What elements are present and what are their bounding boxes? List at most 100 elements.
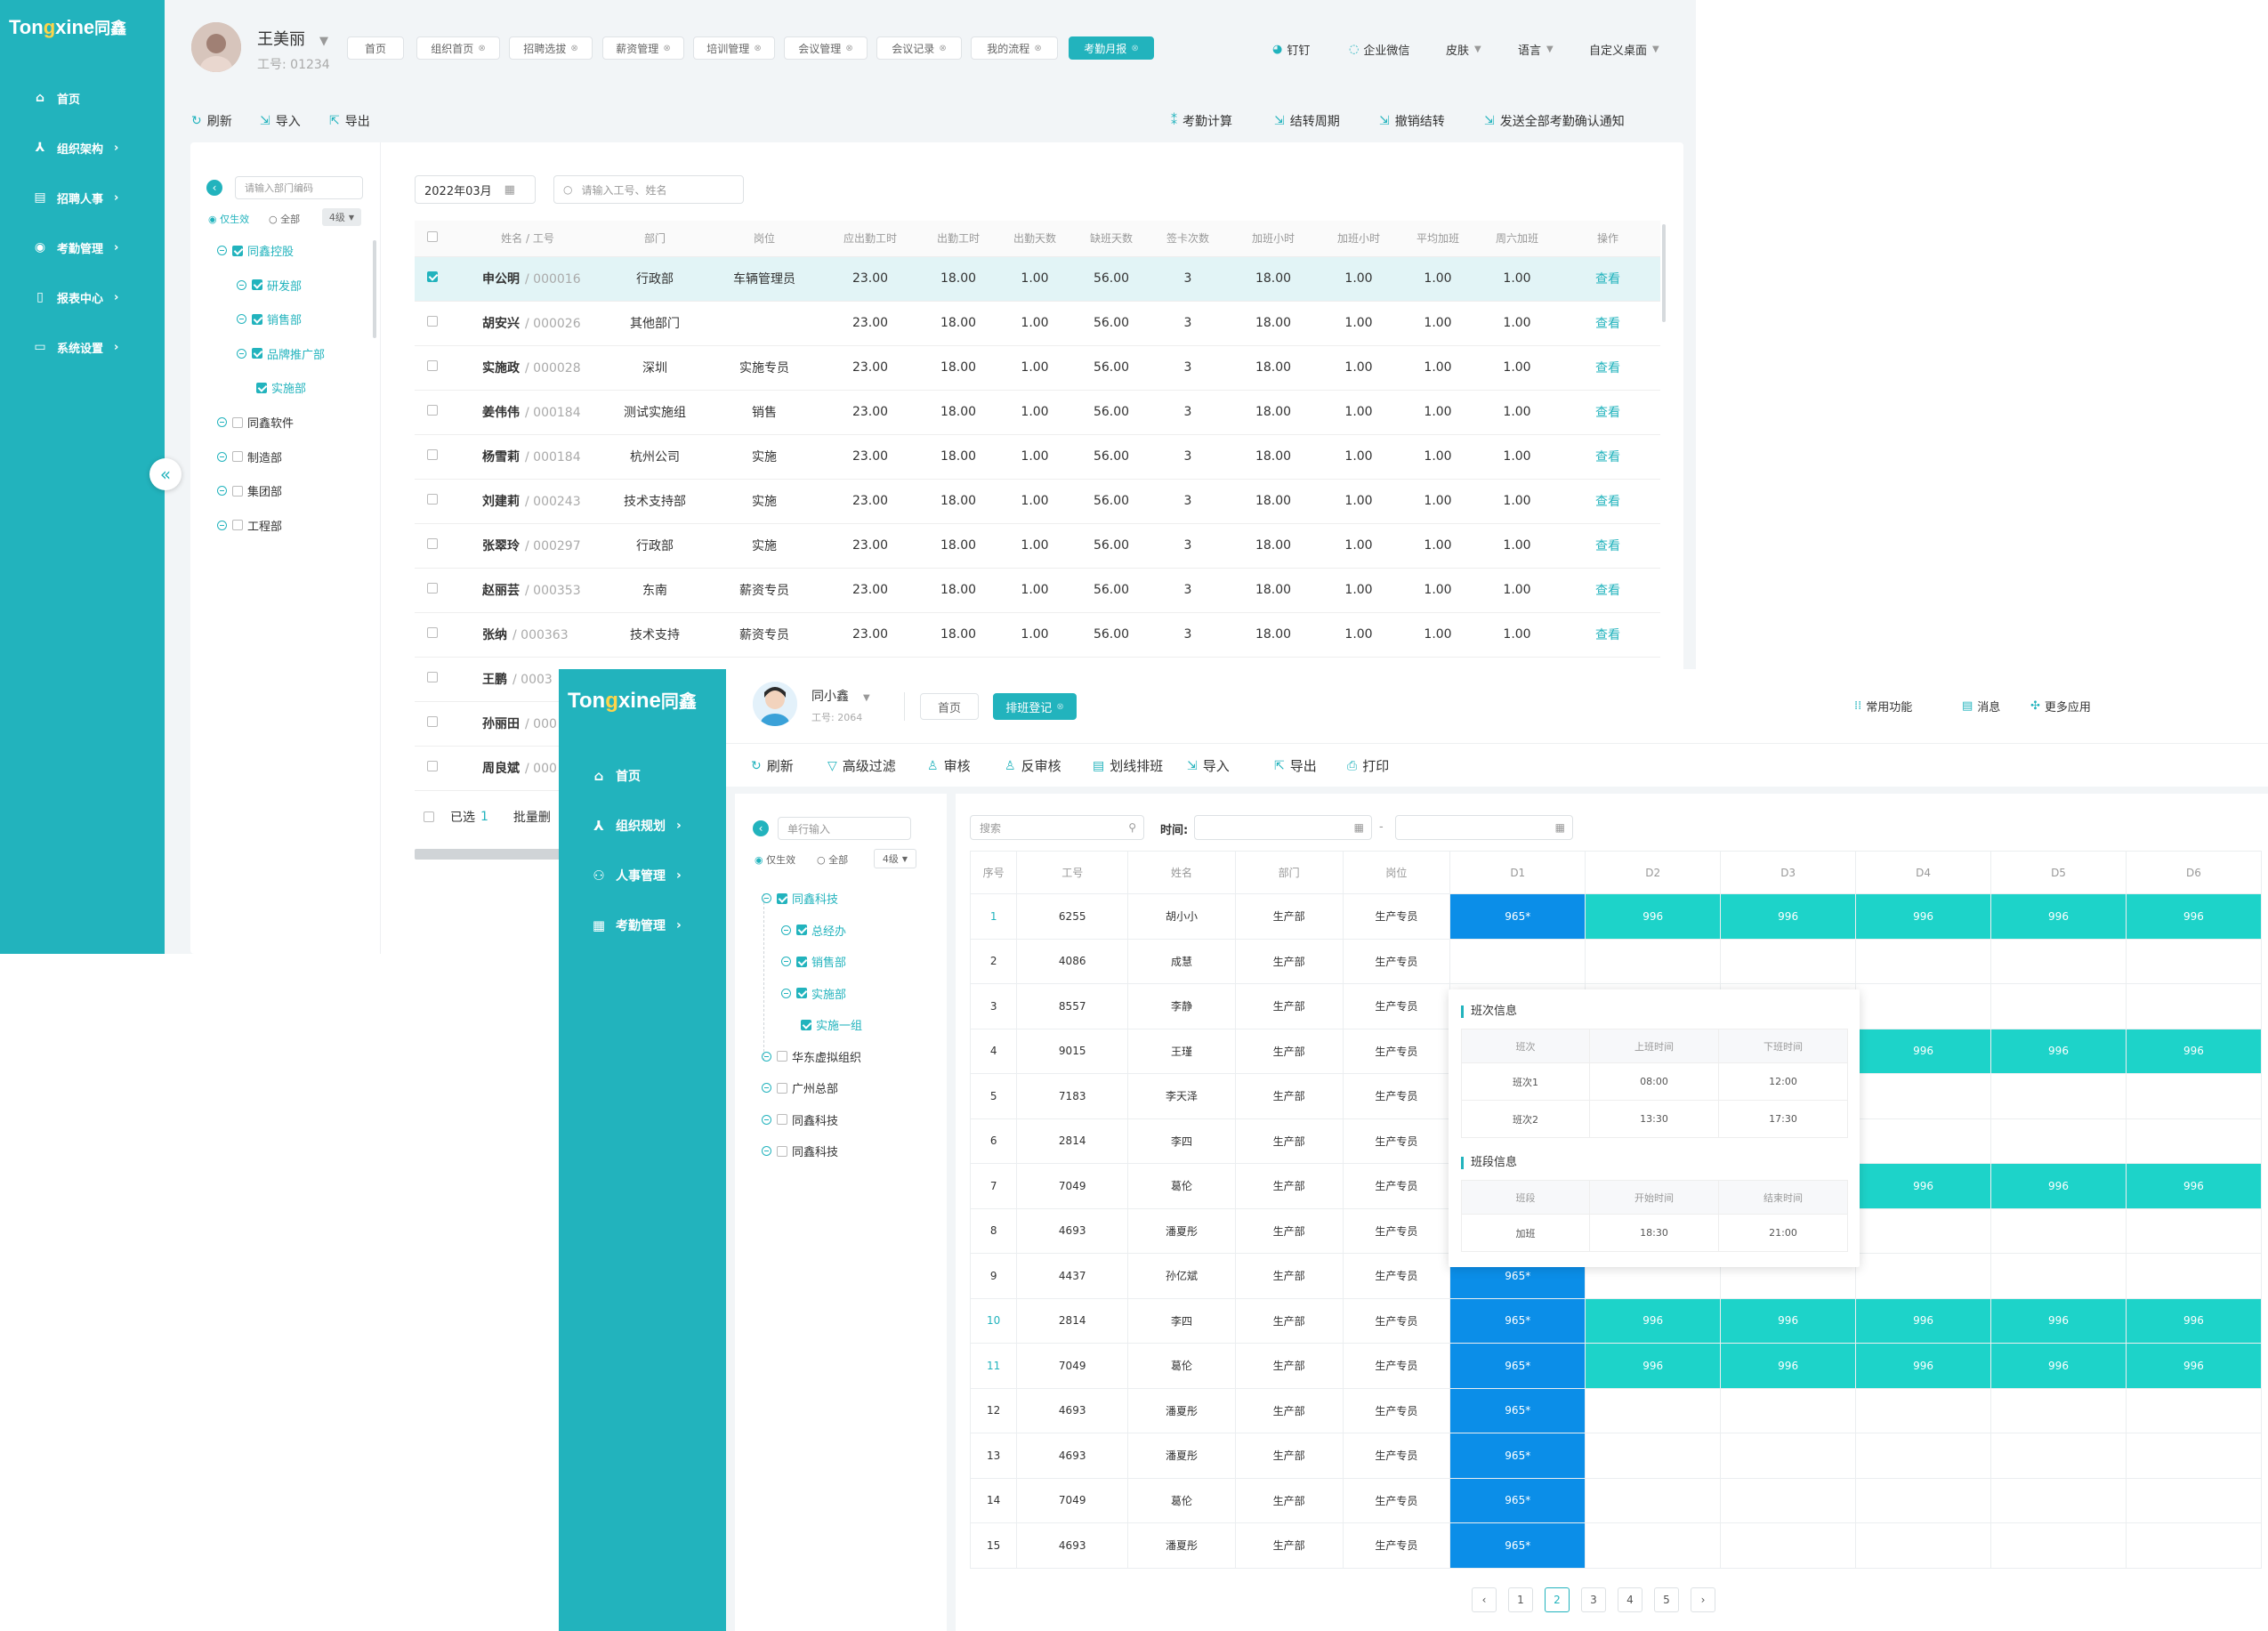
table-row[interactable]: 2 4086 成慧 生产部 生产专员: [969, 938, 2263, 984]
shift-cell[interactable]: [1720, 1387, 1857, 1433]
collapse-node-icon[interactable]: [217, 520, 227, 530]
shift-cell[interactable]: 996: [1585, 893, 1722, 940]
column-header[interactable]: 平均加班: [1397, 221, 1479, 257]
view-link[interactable]: 查看: [1595, 450, 1620, 464]
table-row[interactable]: 10 2814 李四 生产部 生产专员 965* 996 996 996 996 996: [969, 1297, 2263, 1344]
tree-checkbox[interactable]: [232, 245, 243, 256]
row-checkbox[interactable]: [426, 271, 438, 282]
shift-cell[interactable]: [1720, 1522, 1857, 1569]
shift-cell[interactable]: 996: [2125, 893, 2263, 940]
level-select[interactable]: 4级 ▼: [322, 208, 361, 226]
shift-cell[interactable]: 996: [1990, 1163, 2127, 1209]
collapse-node-icon[interactable]: [217, 451, 227, 462]
shift-cell[interactable]: [1855, 1118, 1992, 1164]
column-header[interactable]: 岗位: [1342, 851, 1451, 894]
shift-cell[interactable]: 996: [1855, 1297, 1992, 1344]
column-header[interactable]: D2: [1585, 851, 1722, 894]
start-date-input[interactable]: ▦: [1194, 815, 1372, 840]
toolbar-right-button-2[interactable]: ⇲ 撤销结转: [1379, 112, 1445, 130]
row-checkbox[interactable]: [426, 716, 438, 727]
close-icon[interactable]: ⊗: [1034, 43, 1042, 53]
table-row[interactable]: 15 4693 潘夏彤 生产部 生产专员 965*: [969, 1522, 2263, 1569]
page-button[interactable]: 2: [1545, 1587, 1570, 1612]
tree-node[interactable]: 同鑫科技: [762, 1111, 838, 1128]
level-select[interactable]: 4级 ▼: [874, 849, 916, 868]
tree-node[interactable]: 实施部: [781, 985, 846, 1002]
tree-node[interactable]: 集团部: [217, 482, 282, 499]
sidebar-item-5[interactable]: ▭ 系统设置 ›: [0, 322, 165, 372]
shift-cell[interactable]: 996: [2125, 1297, 2263, 1344]
sidebar-item-0[interactable]: ⌂ 首页: [559, 751, 726, 801]
shift-cell[interactable]: 996: [1990, 893, 2127, 940]
tab-0[interactable]: 首页: [920, 693, 979, 720]
shift-cell[interactable]: [1855, 1253, 1992, 1299]
shift-cell[interactable]: [1990, 1207, 2127, 1254]
page-button[interactable]: 5: [1654, 1587, 1679, 1612]
shift-cell[interactable]: [1855, 1433, 1992, 1479]
avatar[interactable]: [191, 22, 241, 72]
shift-cell[interactable]: [2125, 938, 2263, 984]
collapse-node-icon[interactable]: [217, 417, 227, 427]
shift-cell[interactable]: 996: [2125, 1343, 2263, 1389]
toolbar-refresh-button[interactable]: ↻ 刷新: [191, 112, 232, 130]
collapse-node-icon[interactable]: [217, 486, 227, 497]
toolbar-import-button[interactable]: ⇲ 导入: [260, 112, 301, 130]
column-header[interactable]: D1: [1449, 851, 1586, 894]
table-row[interactable]: 刘建莉/ 000243 技术支持部 实施 23.00 18.00 1.00 56.00 3 18…: [415, 479, 1660, 524]
column-header[interactable]: 序号: [969, 851, 1018, 894]
dept-search-input[interactable]: 请输入部门编码: [235, 176, 363, 199]
column-header[interactable]: 出勤天数: [997, 221, 1073, 257]
filter-active-radio[interactable]: ◉ 仅生效: [208, 214, 250, 225]
row-checkbox[interactable]: [426, 672, 438, 682]
page-button[interactable]: 4: [1618, 1587, 1642, 1612]
toolbar-button-3[interactable]: ♙ 反审核: [1005, 756, 1061, 775]
tree-checkbox[interactable]: [252, 279, 262, 291]
tree-node[interactable]: 销售部: [237, 311, 302, 327]
shift-cell[interactable]: 996: [1720, 1343, 1857, 1389]
next-page-button[interactable]: ›: [1691, 1587, 1715, 1612]
toolbar-button-4[interactable]: ▤ 划线排班: [1093, 756, 1163, 775]
close-icon[interactable]: ⊗: [845, 43, 853, 53]
month-picker[interactable]: 2022年03月 ▦: [415, 175, 536, 204]
toolbar-right-button-1[interactable]: ⇲ 结转周期: [1274, 112, 1340, 130]
tree-checkbox[interactable]: [777, 1082, 787, 1094]
collapse-node-icon[interactable]: [781, 957, 791, 966]
header-link-3[interactable]: 语言 ▼: [1518, 41, 1554, 58]
shift-cell[interactable]: 965*: [1449, 1297, 1586, 1344]
user-name[interactable]: 王美丽 ▼: [257, 30, 328, 49]
dept-search-input[interactable]: 单行输入: [778, 817, 911, 840]
shift-cell[interactable]: [1720, 938, 1857, 984]
column-header[interactable]: 签卡次数: [1150, 221, 1226, 257]
header-link-1[interactable]: ◌ 企业微信: [1349, 41, 1409, 58]
shift-cell[interactable]: 965*: [1449, 1522, 1586, 1569]
tree-node[interactable]: 实施部: [256, 379, 306, 396]
close-icon[interactable]: ⊗: [663, 43, 671, 53]
shift-cell[interactable]: [1990, 983, 2127, 1029]
tree-checkbox[interactable]: [796, 956, 807, 967]
avatar[interactable]: [753, 682, 797, 726]
tree-checkbox[interactable]: [777, 1114, 787, 1125]
tree-node[interactable]: 同鑫科技: [762, 1143, 838, 1159]
shift-cell[interactable]: 996: [1585, 1297, 1722, 1344]
tab-8[interactable]: 考勤月报 ⊗: [1069, 36, 1154, 60]
collapse-node-icon[interactable]: [762, 1083, 771, 1093]
collapse-node-icon[interactable]: [762, 893, 771, 903]
collapse-node-icon[interactable]: [762, 1051, 771, 1062]
shift-cell[interactable]: [1990, 1433, 2127, 1479]
shift-cell[interactable]: [1855, 1522, 1992, 1569]
row-checkbox[interactable]: [426, 494, 438, 505]
shift-cell[interactable]: [1990, 1118, 2127, 1164]
column-header[interactable]: 部门: [1234, 851, 1344, 894]
shift-cell[interactable]: [2125, 1433, 2263, 1479]
shift-cell[interactable]: 965*: [1449, 1343, 1586, 1389]
shift-cell[interactable]: [1990, 1073, 2127, 1119]
user-name[interactable]: 同小鑫 ▼: [811, 690, 870, 704]
tab-7[interactable]: 我的流程 ⊗: [971, 36, 1058, 60]
sidebar-item-2[interactable]: ▤ 招聘人事 ›: [0, 173, 165, 222]
table-row[interactable]: 张纳/ 000363 技术支持 薪资专员 23.00 18.00 1.00 56.00 3 18…: [415, 612, 1660, 658]
page-button[interactable]: 3: [1581, 1587, 1606, 1612]
shift-cell[interactable]: [1585, 1522, 1722, 1569]
select-all-checkbox[interactable]: [426, 231, 438, 243]
shift-cell[interactable]: 996: [1990, 1028, 2127, 1074]
shift-cell[interactable]: 996: [2125, 1163, 2263, 1209]
